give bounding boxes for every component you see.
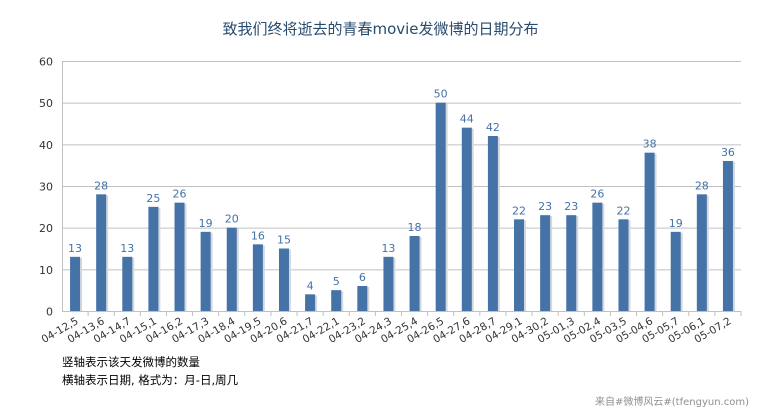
source-credit[interactable]: 来自#微博风云#(tfengyun.com)	[595, 397, 749, 408]
note-horizontal-axis: 横轴表示日期, 格式为：月-日,周几	[62, 373, 239, 387]
bar[interactable]	[226, 227, 237, 311]
bar[interactable]	[70, 256, 81, 311]
data-label: 4	[307, 279, 314, 292]
bar[interactable]	[96, 194, 107, 311]
data-label: 25	[146, 192, 160, 205]
y-tick-label: 10	[39, 264, 53, 277]
data-label: 28	[94, 179, 108, 192]
y-tick-label: 50	[39, 97, 53, 110]
bar[interactable]	[670, 231, 681, 311]
data-label: 20	[225, 213, 239, 226]
data-label: 22	[512, 204, 526, 217]
bar[interactable]	[331, 290, 342, 311]
bar[interactable]	[252, 244, 263, 311]
data-label: 13	[120, 242, 134, 255]
bar[interactable]	[514, 219, 525, 311]
y-tick-label: 40	[39, 139, 53, 152]
data-label: 6	[359, 271, 366, 284]
data-label: 18	[408, 221, 422, 234]
y-tick-label: 0	[46, 306, 53, 319]
y-tick-label: 20	[39, 222, 53, 235]
data-label: 26	[590, 188, 604, 201]
bar[interactable]	[383, 256, 394, 311]
data-label: 38	[643, 138, 657, 151]
data-label: 15	[277, 234, 291, 247]
data-label: 44	[460, 113, 474, 126]
data-label: 13	[381, 242, 395, 255]
x-axis-tick-labels: 04-12,504-13,604-14,704-15,104-16,204-17…	[39, 315, 733, 346]
data-label: 13	[68, 242, 82, 255]
bar-series	[70, 102, 735, 312]
bar[interactable]	[278, 248, 289, 312]
y-axis-tick-labels: 0 10 20 30 40 50 60	[39, 56, 53, 319]
data-label: 16	[251, 229, 265, 242]
bar[interactable]	[148, 206, 159, 311]
data-label: 42	[486, 121, 500, 134]
note-vertical-axis: 竖轴表示该天发微博的数量	[62, 355, 200, 369]
bar[interactable]	[200, 231, 211, 311]
bar[interactable]	[409, 236, 420, 311]
bar[interactable]	[618, 219, 629, 311]
data-labels: 13 28 13 25 26 19 20 16 15 4 5 6 13 18 50 44 42 22 23 23 26 2…	[68, 88, 735, 293]
bar[interactable]	[305, 294, 316, 311]
y-tick-label: 30	[39, 181, 53, 194]
data-label: 23	[564, 200, 578, 213]
bar[interactable]	[461, 127, 472, 312]
data-label: 19	[669, 217, 683, 230]
data-label: 50	[434, 88, 448, 101]
bar[interactable]	[174, 202, 185, 311]
data-label: 28	[695, 179, 709, 192]
bar[interactable]	[122, 256, 133, 311]
bar[interactable]	[540, 215, 551, 311]
bar[interactable]	[722, 161, 733, 311]
data-label: 36	[721, 146, 735, 159]
chart-title: 致我们终将逝去的青春movie发微博的日期分布	[222, 20, 539, 38]
bar[interactable]	[566, 215, 577, 311]
bar[interactable]	[487, 136, 498, 311]
data-label: 22	[616, 204, 630, 217]
bar[interactable]	[592, 202, 603, 311]
gridlines	[62, 61, 742, 316]
data-label: 5	[333, 275, 340, 288]
bar[interactable]	[644, 152, 655, 311]
data-label: 19	[199, 217, 213, 230]
data-label: 23	[538, 200, 552, 213]
y-tick-label: 60	[39, 56, 53, 69]
bar[interactable]	[435, 102, 446, 312]
bar[interactable]	[357, 286, 368, 311]
bar[interactable]	[696, 194, 707, 311]
data-label: 26	[173, 188, 187, 201]
